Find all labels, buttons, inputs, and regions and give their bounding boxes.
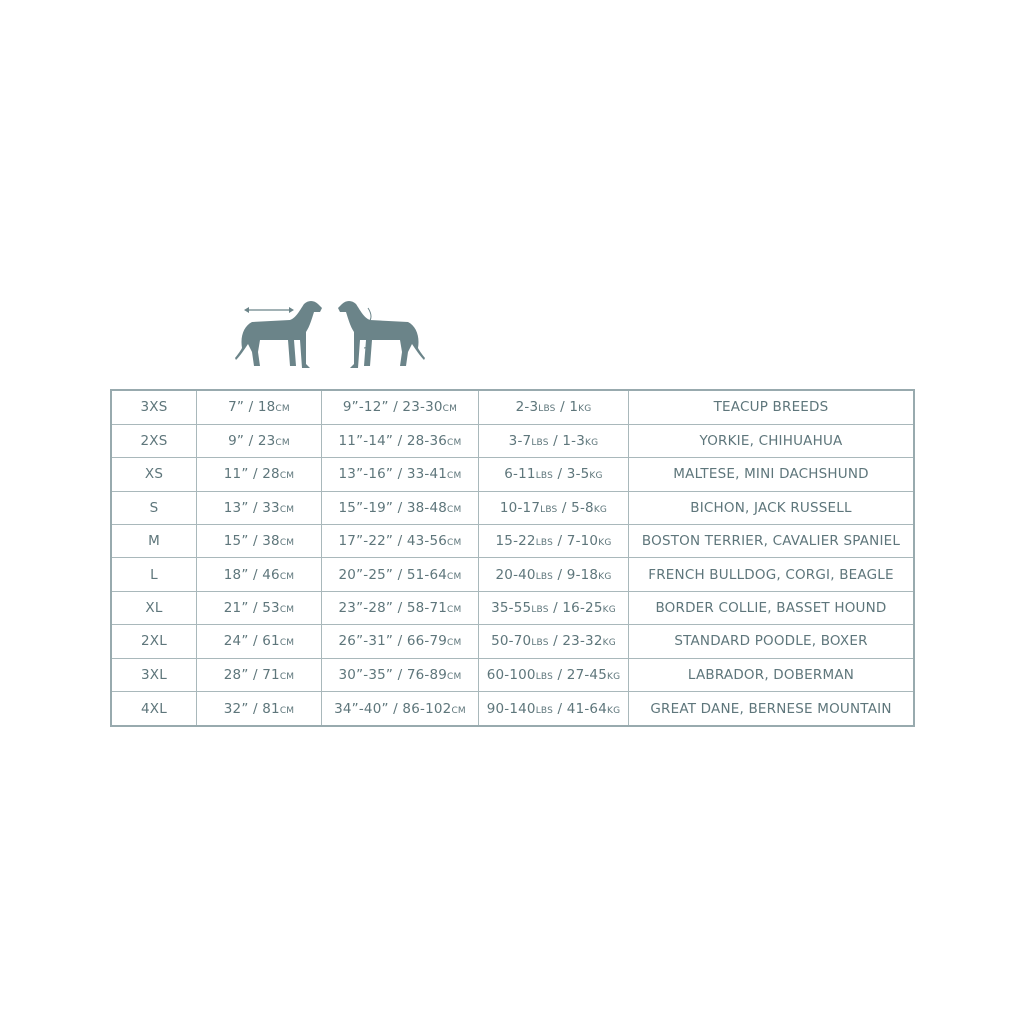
cell-back-length: 15” / 38cm [196,524,322,559]
cell-neck-girth: 26”-31” / 66-79cm [321,624,479,659]
cell-size: 3XL [110,657,197,693]
cell-size: 2XL [110,624,197,659]
table-row: 4XL 32” / 81cm 34”-40” / 86-102cm 90-140lbs… [110,691,915,727]
cell-neck-girth: 11”-14” / 28-36cm [321,423,479,459]
cell-breeds: GREAT DANE, BERNESE MOUNTAIN [628,691,915,727]
table-row: M 15” / 38cm 17”-22” / 43-56cm 15-22lbs / 7… [110,524,915,559]
table-row: S 13” / 33cm 15”-19” / 38-48cm 10-17lbs / 5… [110,490,915,526]
cell-back-length: 9” / 23cm [196,423,322,459]
table-row: XS 11” / 28cm 13”-16” / 33-41cm 6-11lbs / 3… [110,457,915,492]
cell-back-length: 7” / 18cm [196,389,322,425]
cell-neck-girth: 15”-19” / 38-48cm [321,490,479,526]
cell-neck-girth: 23”-28” / 58-71cm [321,590,479,626]
cell-back-length: 24” / 61cm [196,624,322,659]
cell-size: M [110,524,197,559]
dog-measurement-icons [235,301,425,368]
table-row: 3XS 7” / 18cm 9”-12” / 23-30cm 2-3lbs / 1kg… [110,389,915,425]
cell-weight: 10-17lbs / 5-8kg [478,490,629,526]
cell-breeds: MALTESE, MINI DACHSHUND [628,457,915,492]
cell-weight: 90-140lbs / 41-64kg [478,691,629,727]
cell-weight: 2-3lbs / 1kg [478,389,629,425]
dog-back-length-icon [235,301,322,368]
cell-size: 3XS [110,389,197,425]
table-row: 2XL 24” / 61cm 26”-31” / 66-79cm 50-70lbs /… [110,624,915,659]
cell-back-length: 32” / 81cm [196,691,322,727]
cell-weight: 6-11lbs / 3-5kg [478,457,629,492]
cell-breeds: FRENCH BULLDOG, CORGI, BEAGLE [628,557,915,592]
cell-weight: 35-55lbs / 16-25kg [478,590,629,626]
cell-size: 4XL [110,691,197,727]
table-row: 2XS 9” / 23cm 11”-14” / 28-36cm 3-7lbs / 1-… [110,423,915,459]
cell-neck-girth: 13”-16” / 33-41cm [321,457,479,492]
cell-neck-girth: 17”-22” / 43-56cm [321,524,479,559]
cell-neck-girth: 30”-35” / 76-89cm [321,657,479,693]
cell-weight: 3-7lbs / 1-3kg [478,423,629,459]
cell-back-length: 28” / 71cm [196,657,322,693]
cell-size: 2XS [110,423,197,459]
cell-breeds: TEACUP BREEDS [628,389,915,425]
table-row: L 18” / 46cm 20”-25” / 51-64cm 20-40lbs / 9… [110,557,915,592]
cell-weight: 20-40lbs / 9-18kg [478,557,629,592]
size-chart-table: 3XS 7” / 18cm 9”-12” / 23-30cm 2-3lbs / 1kg… [110,389,915,727]
cell-breeds: BOSTON TERRIER, CAVALIER SPANIEL [628,524,915,559]
cell-neck-girth: 34”-40” / 86-102cm [321,691,479,727]
cell-neck-girth: 9”-12” / 23-30cm [321,389,479,425]
cell-size: S [110,490,197,526]
cell-back-length: 21” / 53cm [196,590,322,626]
cell-back-length: 13” / 33cm [196,490,322,526]
cell-weight: 15-22lbs / 7-10kg [478,524,629,559]
cell-weight: 50-70lbs / 23-32kg [478,624,629,659]
cell-breeds: YORKIE, CHIHUAHUA [628,423,915,459]
cell-size: XL [110,590,197,626]
cell-size: L [110,557,197,592]
cell-breeds: STANDARD POODLE, BOXER [628,624,915,659]
dog-neck-chest-girth-icon [338,301,425,368]
cell-neck-girth: 20”-25” / 51-64cm [321,557,479,592]
cell-weight: 60-100lbs / 27-45kg [478,657,629,693]
table-row: XL 21” / 53cm 23”-28” / 58-71cm 35-55lbs / … [110,590,915,626]
cell-back-length: 18” / 46cm [196,557,322,592]
cell-back-length: 11” / 28cm [196,457,322,492]
cell-size: XS [110,457,197,492]
cell-breeds: BICHON, JACK RUSSELL [628,490,915,526]
table-row: 3XL 28” / 71cm 30”-35” / 76-89cm 60-100lbs … [110,657,915,693]
cell-breeds: LABRADOR, DOBERMAN [628,657,915,693]
cell-breeds: BORDER COLLIE, BASSET HOUND [628,590,915,626]
